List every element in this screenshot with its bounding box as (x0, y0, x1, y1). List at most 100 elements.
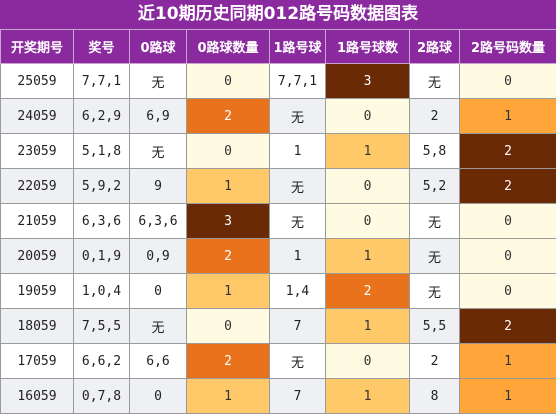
route0-cell: 无 (130, 309, 187, 344)
page-title: 近10期历史同期012路号码数据图表 (0, 0, 556, 29)
route1-count-cell: 2 (326, 274, 410, 309)
route1-count-cell: 0 (326, 204, 410, 239)
route2-count-cell: 1 (460, 379, 556, 414)
route0-cell: 无 (130, 134, 187, 169)
period-cell: 25059 (1, 64, 74, 99)
route0-cell: 6,6 (130, 344, 187, 379)
route2-cell: 无 (410, 64, 460, 99)
period-cell: 18059 (1, 309, 74, 344)
period-cell: 21059 (1, 204, 74, 239)
period-cell: 16059 (1, 379, 74, 414)
route1-cell: 7 (270, 309, 326, 344)
header-route0-count: 0路球数量 (187, 30, 270, 64)
route2-count-cell: 2 (460, 309, 556, 344)
route2-cell: 8 (410, 379, 460, 414)
period-cell: 20059 (1, 239, 74, 274)
route1-cell: 1 (270, 239, 326, 274)
route0-cell: 0 (130, 274, 187, 309)
route2-count-cell: 0 (460, 64, 556, 99)
route2-cell: 5,5 (410, 309, 460, 344)
number-cell: 5,9,2 (74, 169, 130, 204)
route1-count-cell: 1 (326, 309, 410, 344)
route2-count-cell: 2 (460, 134, 556, 169)
route0-count-cell: 2 (187, 99, 270, 134)
route1-cell: 无 (270, 99, 326, 134)
route0-count-cell: 3 (187, 204, 270, 239)
route0-cell: 6,3,6 (130, 204, 187, 239)
route2-cell: 5,2 (410, 169, 460, 204)
header-route1-count: 1路号球数 (326, 30, 410, 64)
route2-cell: 无 (410, 239, 460, 274)
route1-cell: 无 (270, 169, 326, 204)
period-cell: 22059 (1, 169, 74, 204)
header-number: 奖号 (74, 30, 130, 64)
number-cell: 1,0,4 (74, 274, 130, 309)
route0-cell: 6,9 (130, 99, 187, 134)
number-cell: 6,2,9 (74, 99, 130, 134)
number-cell: 5,1,8 (74, 134, 130, 169)
route0-count-cell: 1 (187, 274, 270, 309)
route1-cell: 1,4 (270, 274, 326, 309)
route1-count-cell: 3 (326, 64, 410, 99)
route2-count-cell: 0 (460, 274, 556, 309)
route0-count-cell: 0 (187, 134, 270, 169)
route2-cell: 2 (410, 344, 460, 379)
period-cell: 17059 (1, 344, 74, 379)
route0-cell: 无 (130, 64, 187, 99)
header-route0: 0路球 (130, 30, 187, 64)
route2-cell: 无 (410, 274, 460, 309)
data-table: 开奖期号 奖号 0路球 0路球数量 1路号球 1路号球数 2路球 2路号码数量 … (0, 29, 556, 414)
number-cell: 6,6,2 (74, 344, 130, 379)
route0-cell: 0 (130, 379, 187, 414)
route1-count-cell: 0 (326, 99, 410, 134)
header-route1: 1路号球 (270, 30, 326, 64)
route2-cell: 2 (410, 99, 460, 134)
route2-count-cell: 2 (460, 169, 556, 204)
route1-count-cell: 1 (326, 239, 410, 274)
number-cell: 6,3,6 (74, 204, 130, 239)
route1-cell: 7 (270, 379, 326, 414)
route0-cell: 9 (130, 169, 187, 204)
route0-count-cell: 0 (187, 64, 270, 99)
route1-cell: 1 (270, 134, 326, 169)
route0-count-cell: 1 (187, 379, 270, 414)
route0-count-cell: 2 (187, 344, 270, 379)
route1-cell: 无 (270, 344, 326, 379)
route1-cell: 无 (270, 204, 326, 239)
route2-count-cell: 0 (460, 204, 556, 239)
route2-count-cell: 0 (460, 239, 556, 274)
number-cell: 0,1,9 (74, 239, 130, 274)
number-cell: 7,5,5 (74, 309, 130, 344)
route2-cell: 5,8 (410, 134, 460, 169)
route1-count-cell: 0 (326, 169, 410, 204)
route2-cell: 无 (410, 204, 460, 239)
period-cell: 19059 (1, 274, 74, 309)
route2-count-cell: 1 (460, 99, 556, 134)
route1-count-cell: 1 (326, 134, 410, 169)
route0-count-cell: 2 (187, 239, 270, 274)
route1-cell: 7,7,1 (270, 64, 326, 99)
number-cell: 7,7,1 (74, 64, 130, 99)
period-cell: 24059 (1, 99, 74, 134)
period-cell: 23059 (1, 134, 74, 169)
route0-count-cell: 1 (187, 169, 270, 204)
header-route2-count: 2路号码数量 (460, 30, 556, 64)
header-row: 开奖期号 奖号 0路球 0路球数量 1路号球 1路号球数 2路球 2路号码数量 (1, 30, 556, 64)
route1-count-cell: 1 (326, 379, 410, 414)
route0-cell: 0,9 (130, 239, 187, 274)
number-cell: 0,7,8 (74, 379, 130, 414)
route0-count-cell: 0 (187, 309, 270, 344)
header-period: 开奖期号 (1, 30, 74, 64)
route2-count-cell: 1 (460, 344, 556, 379)
